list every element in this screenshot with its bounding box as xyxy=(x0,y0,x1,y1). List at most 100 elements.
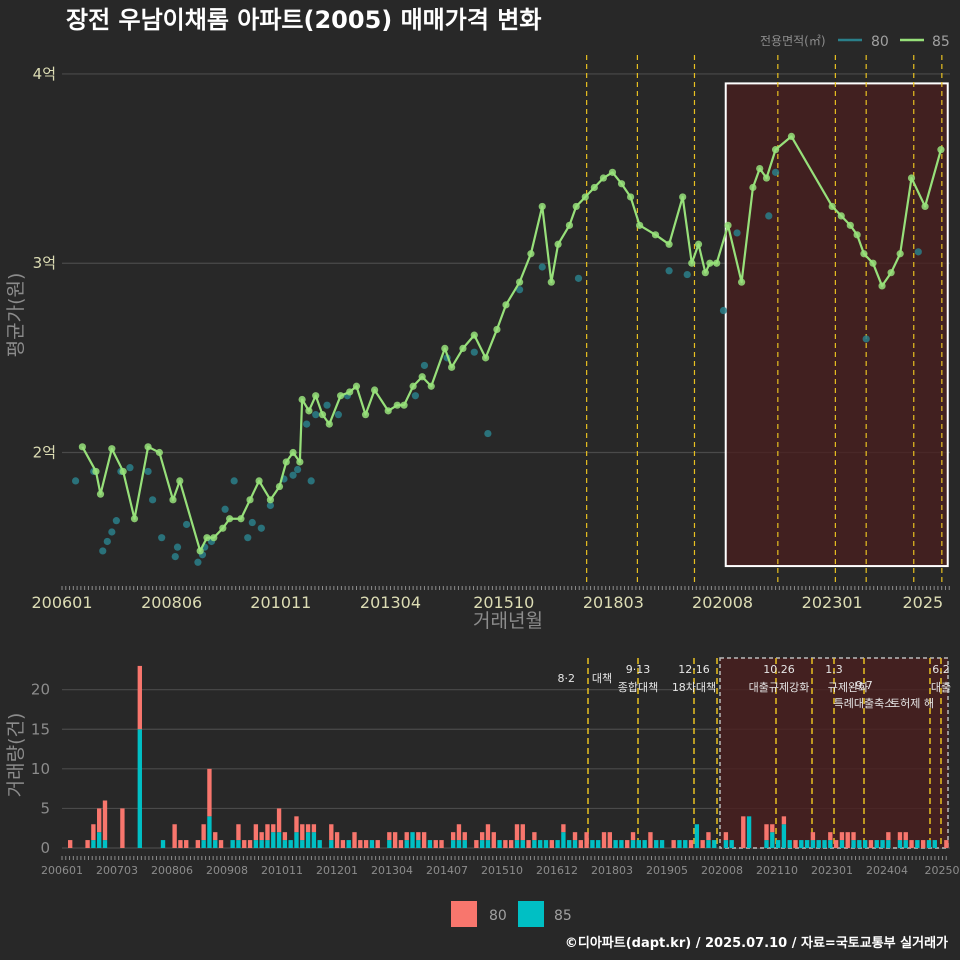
volume-bar-85 xyxy=(816,840,821,848)
price-point-85 xyxy=(266,496,275,504)
volume-bar-80 xyxy=(120,808,125,848)
price-x-tick-label: 200601 xyxy=(31,593,92,612)
price-point-85 xyxy=(694,240,703,248)
volume-bar-80 xyxy=(97,808,102,833)
volume-bar-80 xyxy=(218,840,224,848)
volume-bar-85 xyxy=(590,840,595,848)
price-point-85 xyxy=(325,420,333,428)
volume-bar-85 xyxy=(329,840,334,848)
price-y-ticks: 2억 3억 4억 xyxy=(33,65,56,462)
volume-y-tick-label: 10 xyxy=(31,760,50,778)
volume-bar-80 xyxy=(839,832,845,841)
price-point-85 xyxy=(409,382,417,390)
volume-x-tick-label: 201510 xyxy=(481,864,523,877)
volume-bar-80 xyxy=(723,832,729,841)
volume-bar-85 xyxy=(880,840,885,848)
price-point-85 xyxy=(427,382,435,390)
volume-bar-85 xyxy=(532,840,537,848)
volume-bar-80 xyxy=(282,832,288,841)
price-point-85 xyxy=(78,443,86,451)
volume-bar-85 xyxy=(300,840,305,848)
price-point-85 xyxy=(441,344,449,352)
policy-annotation-label: 대출 xyxy=(931,681,951,694)
price-point-80 xyxy=(665,267,673,275)
price-point-80 xyxy=(574,274,583,282)
volume-bar-85 xyxy=(567,840,572,848)
volume-bar-85 xyxy=(514,840,520,848)
price-point-80 xyxy=(420,361,429,370)
volume-bar-80 xyxy=(178,840,183,848)
volume-bar-80 xyxy=(213,832,218,841)
price-point-85 xyxy=(878,282,886,290)
volume-bar-80 xyxy=(526,840,531,848)
volume-y-tick-label: 0 xyxy=(40,839,50,857)
price-point-80 xyxy=(112,517,120,525)
volume-bar-85 xyxy=(236,840,241,848)
volume-policy-lines xyxy=(587,658,942,848)
price-point-85 xyxy=(305,407,313,415)
price-point-85 xyxy=(554,240,562,248)
price-point-85 xyxy=(203,534,211,542)
volume-bar-80 xyxy=(265,824,270,841)
price-point-85 xyxy=(572,202,580,211)
volume-bar-80 xyxy=(851,832,856,841)
volume-bar-85 xyxy=(387,840,392,848)
volume-bar-85 xyxy=(874,840,879,848)
policy-annotation-date: 1.3 xyxy=(825,663,843,676)
volume-bar-85 xyxy=(137,729,142,848)
price-point-80 xyxy=(71,477,80,485)
volume-bar-85 xyxy=(305,832,311,848)
volume-bar-80 xyxy=(688,840,694,848)
volume-bar-85 xyxy=(619,840,624,848)
price-point-85 xyxy=(547,278,555,286)
volume-bar-80 xyxy=(944,840,949,848)
price-point-80 xyxy=(914,248,922,256)
price-point-80 xyxy=(248,518,256,527)
volume-bar-85 xyxy=(543,840,549,848)
volume-bar-80 xyxy=(184,840,189,848)
volume-bar-85 xyxy=(561,832,566,848)
policy-lines xyxy=(586,55,943,585)
volume-bar-80 xyxy=(810,832,816,841)
price-point-80 xyxy=(99,547,107,555)
price-point-85 xyxy=(282,458,290,466)
price-point-85 xyxy=(771,146,780,154)
volume-bar-85 xyxy=(265,840,270,848)
policy-annotation-date: 9·13 xyxy=(626,663,651,676)
volume-bar-80 xyxy=(781,816,787,825)
policy-annotation-label: 규제완화 xyxy=(828,681,868,694)
volume-bar-80 xyxy=(137,665,142,730)
price-point-85 xyxy=(346,388,354,396)
price-point-80 xyxy=(515,286,524,294)
x-axis-title: 거래년월 xyxy=(473,610,543,632)
volume-bar-80 xyxy=(340,840,346,848)
volume-bar-80 xyxy=(549,840,554,848)
volume-bar-85 xyxy=(97,832,102,848)
volume-bar-85 xyxy=(915,840,920,848)
price-point-85 xyxy=(860,250,868,258)
volume-bar-85 xyxy=(822,840,827,848)
volume-bar-80 xyxy=(392,832,398,848)
volume-bar-80 xyxy=(305,824,311,833)
volume-bar-85 xyxy=(897,840,903,848)
volume-bar-80 xyxy=(514,824,520,841)
highlight-region xyxy=(724,82,949,568)
price-point-85 xyxy=(907,174,916,182)
volume-bar-80 xyxy=(462,832,467,841)
price-point-80 xyxy=(158,534,166,542)
volume-bar-80 xyxy=(909,840,914,848)
volume-bar-85 xyxy=(485,840,491,848)
price-point-85 xyxy=(853,231,861,239)
volume-x-tick-label: 201011 xyxy=(261,864,303,877)
volume-bar-80 xyxy=(561,824,566,833)
volume-bar-85 xyxy=(317,840,322,848)
price-point-85 xyxy=(226,515,234,523)
volume-bar-85 xyxy=(723,840,729,848)
volume-bar-80 xyxy=(259,832,264,841)
price-point-80 xyxy=(733,229,741,237)
price-point-80 xyxy=(144,467,152,476)
price-y-tick-label: 3억 xyxy=(33,254,56,272)
volume-bar-85 xyxy=(160,840,166,848)
price-x-tick-label: 201011 xyxy=(250,593,311,612)
